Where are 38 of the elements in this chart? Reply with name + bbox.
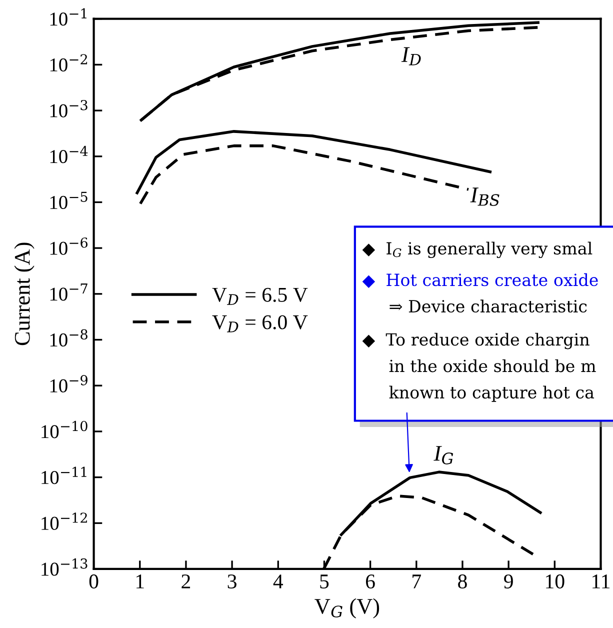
y-tick-label: 10$^{−13}$ — [42, 558, 88, 576]
annotation: I$_{G}$ — [434, 446, 454, 464]
annotation: ◆ Hot carriers create oxide — [362, 273, 598, 288]
x-tick-label: 7 — [412, 574, 422, 588]
x-tick-label: 5 — [320, 574, 329, 588]
x-tick-label: 0 — [89, 574, 98, 588]
y-tick-label: 10$^{−4}$ — [50, 146, 88, 164]
y-tick-label: 10$^{−6}$ — [50, 238, 88, 255]
legend-label: V$_{D}$ = 6.5 V — [212, 288, 308, 305]
annotation: ◆ I$_{G}$ is generally very smal — [362, 242, 592, 258]
annotation: ⇒ Device characteristic — [390, 300, 587, 313]
annotation: in the oxide should be m — [389, 359, 596, 372]
x-tick-label: 2 — [182, 574, 190, 588]
annotation: ◆ To reduce oxide chargin — [362, 332, 590, 350]
x-tick-label: 3 — [228, 574, 236, 588]
x-tick-label: 10 — [546, 574, 564, 588]
x-axis-title: V$_{G}$ (V) — [314, 598, 380, 618]
x-tick-label: 1 — [136, 574, 144, 588]
x-tick-label: 9 — [504, 574, 513, 588]
y-axis-title: Current (A) — [14, 242, 34, 346]
x-tick-label: 11 — [592, 574, 610, 588]
annotation: I$_{BS}$ — [470, 188, 500, 206]
annotation: known to capture hot ca — [389, 386, 594, 402]
x-tick-label: 6 — [366, 574, 375, 588]
y-tick-label: 10$^{−8}$ — [50, 329, 88, 347]
y-tick-label: 10$^{−1}$ — [50, 8, 86, 26]
y-tick-label: 10$^{−2}$ — [50, 54, 88, 72]
y-tick-label: 10$^{−7}$ — [50, 284, 88, 301]
y-tick-label: 10$^{−5}$ — [50, 192, 88, 210]
y-tick-label: 10$^{−10}$ — [42, 420, 88, 438]
y-tick-label: 10$^{−11}$ — [42, 466, 86, 484]
x-tick-label: 8 — [458, 574, 467, 588]
y-tick-label: 10$^{−12}$ — [42, 512, 87, 530]
y-tick-label: 10$^{−9}$ — [50, 375, 88, 392]
legend-label: V$_{D}$ = 6.0 V — [212, 315, 308, 332]
y-tick-label: 10$^{−3}$ — [50, 100, 88, 118]
x-tick-label: 4 — [273, 574, 284, 588]
annotation: I$_{D}$ — [401, 47, 421, 66]
